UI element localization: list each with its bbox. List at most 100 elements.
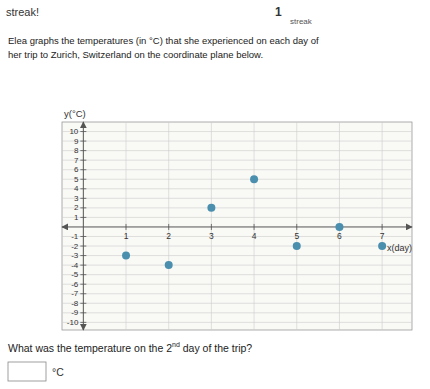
y-tick-label: -6 xyxy=(71,280,79,289)
x-tick-label: 5 xyxy=(294,231,299,241)
y-tick-label: 6 xyxy=(74,165,79,174)
point xyxy=(293,242,301,250)
y-tick xyxy=(80,179,86,180)
y-tick-label: 4 xyxy=(74,184,79,193)
point xyxy=(207,204,215,212)
x-tick-label: 4 xyxy=(252,231,257,241)
y-tick xyxy=(80,160,86,161)
y-tick xyxy=(80,131,86,132)
x-tick xyxy=(296,224,297,230)
x-tick-label: 2 xyxy=(166,231,171,241)
grid-line xyxy=(62,303,412,304)
point xyxy=(335,223,343,231)
y-tick xyxy=(80,246,86,247)
y-tick-label: -4 xyxy=(71,261,79,270)
y-tick-label: -5 xyxy=(71,270,79,279)
grid-line xyxy=(62,179,412,180)
x-tick xyxy=(382,224,383,230)
grid-line xyxy=(62,198,412,199)
y-tick-label: -2 xyxy=(71,242,79,251)
chart: streak! 1 streak Elea graphs the temperatur… xyxy=(0,0,430,389)
x-tick xyxy=(254,224,255,230)
x-tick-label: 6 xyxy=(337,231,342,241)
y-tick xyxy=(80,188,86,189)
grid-line xyxy=(211,122,212,330)
x-tick-label: 3 xyxy=(209,231,214,241)
y-tick-label: 2 xyxy=(74,203,79,212)
y-tick xyxy=(80,312,86,313)
grid xyxy=(62,122,412,330)
grid-line xyxy=(62,131,412,132)
y-tick xyxy=(80,322,86,323)
x-tick xyxy=(211,224,212,230)
y-axis-label: y(°C) xyxy=(64,108,86,119)
y-tick-label: -3 xyxy=(71,251,79,260)
y-tick xyxy=(80,141,86,142)
plot-area xyxy=(62,122,412,330)
grid-line xyxy=(62,217,412,218)
y-tick-label: 9 xyxy=(74,137,79,146)
y-tick xyxy=(80,293,86,294)
grid-line xyxy=(62,236,412,237)
grid-line xyxy=(62,141,412,142)
y-tick-label: 3 xyxy=(74,194,79,203)
x-tick-label: 1 xyxy=(124,231,129,241)
grid-line xyxy=(62,169,412,170)
grid-line xyxy=(62,255,412,256)
y-tick-label: 8 xyxy=(74,146,79,155)
y-tick-label: 5 xyxy=(74,175,79,184)
grid-line xyxy=(62,293,412,294)
y-tick-label: 10 xyxy=(69,127,78,136)
y-axis xyxy=(83,122,84,330)
streak-count: 1 xyxy=(275,5,282,19)
grid-line xyxy=(296,122,297,330)
y-tick xyxy=(80,236,86,237)
streak-label: streak! xyxy=(6,6,39,18)
point xyxy=(378,242,386,250)
x-tick xyxy=(126,224,127,230)
grid-line xyxy=(62,160,412,161)
y-tick xyxy=(80,284,86,285)
y-tick-label: -7 xyxy=(71,289,79,298)
grid-line xyxy=(168,122,169,330)
header-line: Elea graphs the temperatures (in °C) tha… xyxy=(8,35,319,46)
grid-line xyxy=(62,150,412,151)
x-tick-label: 7 xyxy=(380,231,385,241)
grid-line xyxy=(62,274,412,275)
streak-word: streak xyxy=(290,17,313,26)
y-tick xyxy=(80,274,86,275)
x-tick xyxy=(168,224,169,230)
x-axis-label: x(day) xyxy=(387,243,412,253)
points xyxy=(122,175,386,269)
grid-line xyxy=(62,265,412,266)
y-tick xyxy=(80,150,86,151)
question-text: What was the temperature on the 2 xyxy=(8,342,172,354)
y-tick xyxy=(80,303,86,304)
grid-line xyxy=(62,312,412,313)
question-superscript: nd xyxy=(172,341,180,348)
answer-box xyxy=(8,362,46,381)
y-tick-label: -1 xyxy=(71,232,79,241)
y-tick-label: -8 xyxy=(71,299,79,308)
y-tick xyxy=(80,217,86,218)
y-tick-label: 1 xyxy=(74,213,79,222)
y-tick xyxy=(80,198,86,199)
y-tick-label: 7 xyxy=(74,156,79,165)
answer-unit: °C xyxy=(52,366,64,378)
y-tick xyxy=(80,207,86,208)
grid-line xyxy=(382,122,383,330)
y-tick xyxy=(80,169,86,170)
grid-line xyxy=(62,246,412,247)
y-tick-label: -9 xyxy=(71,308,79,317)
grid-line xyxy=(126,122,127,330)
x-axis xyxy=(62,226,412,227)
question: What was the temperature on the 2nd day … xyxy=(8,341,252,354)
y-tick xyxy=(80,265,86,266)
y-tick-label: -10 xyxy=(67,318,79,327)
grid-line xyxy=(62,188,412,189)
point xyxy=(122,252,130,260)
point xyxy=(250,175,258,183)
y-tick xyxy=(80,255,86,256)
grid-line xyxy=(62,322,412,323)
question-end: day of the trip? xyxy=(180,342,253,354)
